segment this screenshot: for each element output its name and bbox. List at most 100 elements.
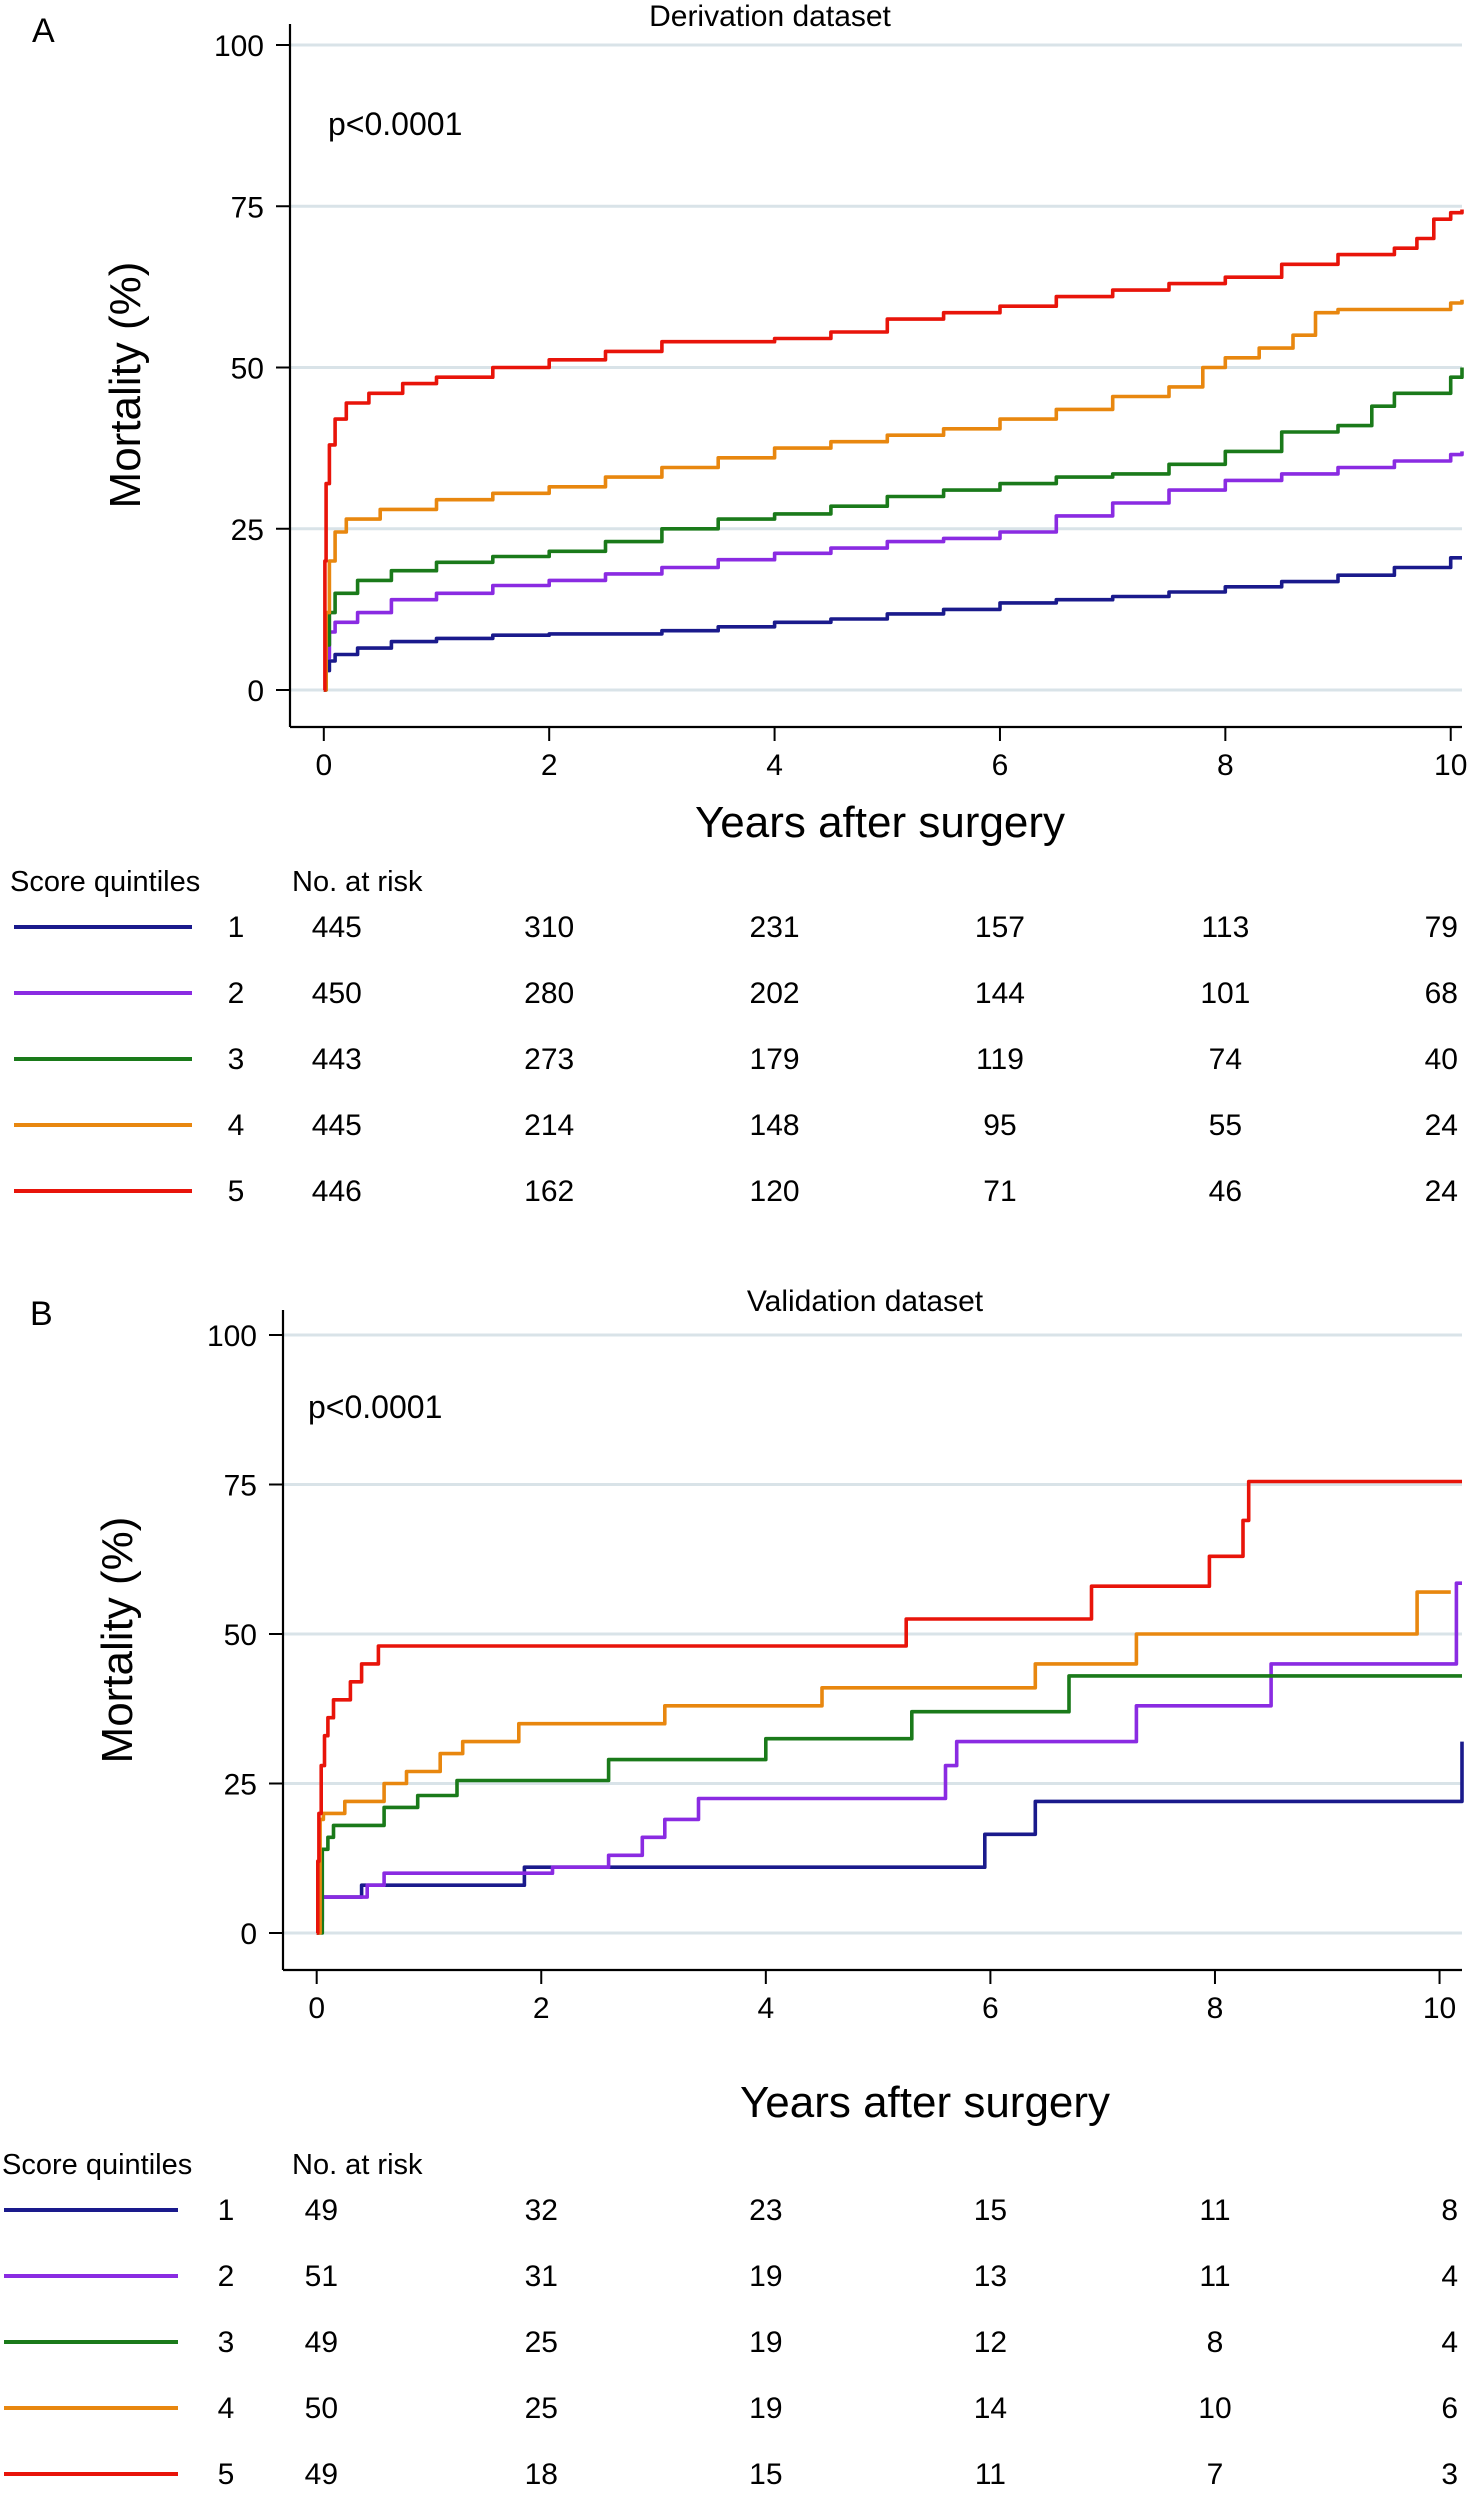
risk-count: 273 [524,1043,574,1076]
y-tick-label: 50 [231,353,264,386]
risk-count: 4 [1441,2260,1458,2293]
risk-row-label: 3 [218,2326,235,2359]
risk-count: 40 [1425,1043,1458,1076]
series-line-quintile-4 [323,299,1464,692]
risk-row-label: 5 [218,2458,235,2491]
risk-count: 68 [1425,977,1458,1010]
risk-count: 49 [305,2194,338,2227]
risk-count: 55 [1209,1109,1242,1142]
risk-count: 32 [525,2194,558,2227]
risk-count: 280 [524,977,574,1010]
risk-count: 15 [974,2194,1007,2227]
x-tick-label: 10 [1434,749,1467,782]
x-tick-label: 8 [1207,1992,1224,2025]
risk-count: 95 [983,1109,1016,1142]
risk-count: 179 [750,1043,800,1076]
series-line-quintile-1 [323,556,1462,692]
panel-a-title: Derivation dataset [649,0,891,33]
risk-count: 51 [305,2260,338,2293]
y-tick-label: 0 [240,1918,257,1951]
panel-a-p-value: p<0.0001 [328,106,462,142]
risk-count: 19 [749,2392,782,2425]
panel-b-title: Validation dataset [747,1285,984,1318]
risk-count: 24 [1425,1175,1458,1208]
risk-count: 18 [525,2458,558,2491]
risk-table-group-header: Score quintiles [2,2149,192,2181]
risk-count: 3 [1441,2458,1458,2491]
x-tick-label: 0 [315,749,332,782]
risk-count: 49 [305,2458,338,2491]
x-tick-label: 4 [766,749,783,782]
risk-count: 144 [975,977,1025,1010]
x-tick-label: 10 [1423,1992,1456,2025]
risk-count: 148 [750,1109,800,1142]
risk-row-label: 1 [228,911,245,944]
risk-count: 71 [983,1175,1016,1208]
series-line-quintile-2 [316,1581,1462,1935]
risk-table-risk-header: No. at risk [292,2149,423,2181]
risk-count: 46 [1209,1175,1242,1208]
panel-a-gridlines [290,43,1462,692]
risk-count: 310 [524,911,574,944]
risk-count: 202 [750,977,800,1010]
risk-count: 231 [750,911,800,944]
risk-table-rows: 1 49 32 23 15 11 8 2 51 31 19 13 11 4 3 49 25 19 12 8 4 4 50 25… [4,2194,1458,2491]
risk-count: 19 [749,2326,782,2359]
risk-row-label: 3 [228,1043,245,1076]
risk-count: 119 [976,1043,1024,1076]
risk-count: 13 [974,2260,1007,2293]
risk-table-rows: 1 445 310 231 157 113 79 2 450 280 202 144 101 68 3 443… [14,911,1458,1208]
risk-count: 24 [1425,1109,1458,1142]
risk-row-label: 5 [228,1175,245,1208]
panel-b-letter: B [30,1295,53,1333]
y-tick-label: 100 [207,1320,257,1353]
risk-count: 157 [975,911,1025,944]
risk-count: 8 [1207,2326,1224,2359]
y-tick-label: 100 [214,30,264,63]
risk-count: 11 [1199,2260,1230,2293]
risk-count: 446 [312,1175,362,1208]
risk-count: 25 [525,2392,558,2425]
risk-count: 12 [974,2326,1007,2359]
risk-count: 8 [1441,2194,1458,2227]
risk-count: 10 [1198,2392,1231,2425]
panel-b-p-value: p<0.0001 [308,1389,442,1425]
panel-b-x-ticks: 0 2 4 6 8 10 [308,1970,1456,2025]
series-line-quintile-3 [323,367,1464,692]
panel-a-x-ticks: 0 2 4 6 8 10 [315,727,1467,782]
risk-table-risk-header: No. at risk [292,866,423,898]
risk-row-label: 2 [218,2260,235,2293]
risk-count: 6 [1441,2392,1458,2425]
series-line-quintile-5 [316,1479,1462,1935]
y-tick-label: 0 [247,675,264,708]
panel-a-y-axis-title: Mortality (%) [101,262,150,509]
risk-count: 443 [312,1043,362,1076]
risk-row-label: 1 [218,2194,235,2227]
risk-count: 49 [305,2326,338,2359]
risk-count: 450 [312,977,362,1010]
x-tick-label: 8 [1217,749,1234,782]
panel-b-series [316,1479,1464,1935]
panel-a-letter: A [32,12,55,50]
risk-row-label: 2 [228,977,245,1010]
x-tick-label: 4 [757,1992,774,2025]
risk-count: 113 [1201,911,1249,944]
x-tick-label: 2 [541,749,558,782]
y-tick-label: 25 [224,1769,257,1802]
risk-table-group-header: Score quintiles [10,866,200,898]
series-line-quintile-3 [316,1674,1462,1935]
panel-a-series [323,209,1464,692]
risk-count: 162 [524,1175,574,1208]
x-tick-label: 6 [992,749,1009,782]
series-line-quintile-4 [316,1590,1451,1935]
risk-count: 25 [525,2326,558,2359]
panel-a-x-axis-title: Years after surgery [695,798,1065,847]
risk-row-label: 4 [228,1109,245,1142]
series-line-quintile-1 [316,1741,1464,1935]
risk-count: 19 [749,2260,782,2293]
y-tick-label: 50 [224,1619,257,1652]
risk-count: 7 [1207,2458,1224,2491]
risk-count: 15 [749,2458,782,2491]
risk-count: 214 [524,1109,574,1142]
